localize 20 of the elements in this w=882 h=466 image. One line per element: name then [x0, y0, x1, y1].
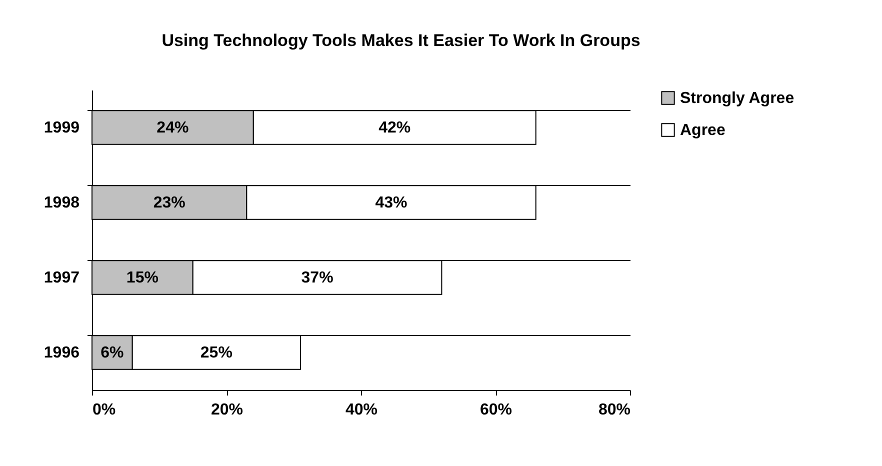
data-label: 15%	[126, 270, 158, 286]
x-tick-label: 40%	[345, 402, 378, 418]
data-label: 37%	[301, 270, 334, 286]
x-tick-label: 0%	[92, 402, 116, 418]
y-tick-label: 1996	[44, 344, 80, 362]
data-label: 6%	[100, 344, 124, 362]
legend-label: Strongly Agree	[680, 90, 794, 107]
data-label: 43%	[375, 194, 408, 212]
data-label: 25%	[200, 344, 232, 362]
legend-label: Agree	[680, 122, 726, 139]
x-tick-label: 20%	[210, 402, 244, 418]
data-label: 24%	[156, 120, 189, 136]
y-tick-label: 1997	[44, 270, 80, 286]
data-label: 42%	[378, 120, 411, 136]
y-tick-label: 1998	[44, 194, 80, 212]
y-tick-label: 1999	[44, 120, 80, 136]
x-tick-label: 80%	[598, 402, 630, 418]
data-label: 23%	[153, 194, 186, 212]
chart-title: Using Technology Tools Makes It Easier To Work In Groups	[162, 31, 640, 50]
x-tick-label: 60%	[480, 402, 512, 418]
